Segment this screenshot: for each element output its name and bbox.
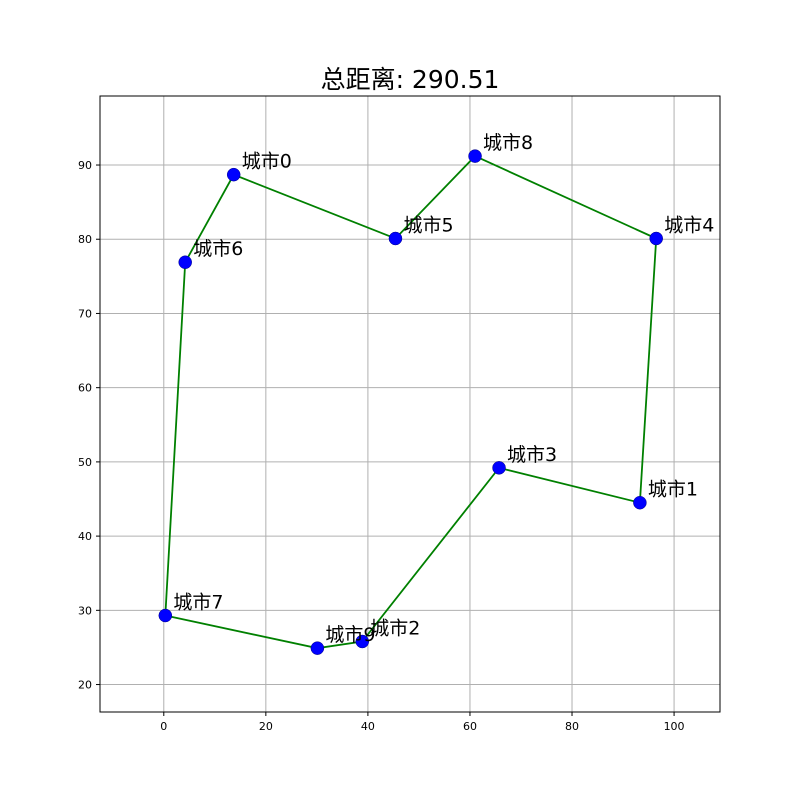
x-tick-label: 40 bbox=[361, 720, 375, 733]
city-point bbox=[492, 461, 506, 475]
grid bbox=[100, 96, 720, 712]
city-label: 城市5 bbox=[403, 214, 453, 236]
city-labels: 城市0 城市1 城市2 城市3 城市4 城市5 城市6 城市7 城市8 城市9 bbox=[173, 132, 714, 646]
y-tick-label: 20 bbox=[78, 679, 92, 692]
y-tick-label: 30 bbox=[78, 604, 92, 617]
y-tick-label: 80 bbox=[78, 233, 92, 246]
y-tick-label: 90 bbox=[78, 159, 92, 172]
city-label: 城市0 bbox=[242, 151, 292, 173]
city-label: 城市3 bbox=[507, 444, 557, 466]
x-tick-label: 100 bbox=[664, 720, 685, 733]
city-point bbox=[226, 167, 241, 182]
x-tick-label: 80 bbox=[565, 720, 579, 733]
x-tick-label: 20 bbox=[259, 720, 273, 733]
city-label: 城市8 bbox=[483, 132, 533, 154]
city-point bbox=[649, 231, 663, 246]
city-point bbox=[468, 149, 482, 163]
city-label: 城市6 bbox=[193, 238, 243, 260]
city-point bbox=[388, 231, 403, 246]
city-point bbox=[355, 634, 370, 649]
city-label: 城市2 bbox=[370, 617, 420, 639]
axis-ticks: 0 20 40 60 80 100 20 30 40 50 60 70 80 90 bbox=[78, 159, 685, 733]
y-tick-label: 70 bbox=[78, 307, 92, 320]
city-label: 城市1 bbox=[648, 479, 698, 501]
x-tick-label: 60 bbox=[463, 720, 477, 733]
y-tick-label: 50 bbox=[78, 456, 92, 469]
city-points bbox=[158, 149, 663, 655]
y-tick-label: 40 bbox=[78, 530, 92, 543]
city-label: 城市4 bbox=[664, 214, 714, 236]
city-label: 城市7 bbox=[173, 592, 223, 614]
plot-frame bbox=[99, 95, 721, 713]
y-tick-label: 60 bbox=[78, 382, 92, 395]
chart-title: 总距离: 290.51 bbox=[321, 65, 500, 94]
city-point bbox=[310, 641, 325, 655]
city-point bbox=[633, 495, 647, 510]
city-point bbox=[178, 255, 192, 269]
x-tick-label: 0 bbox=[160, 720, 167, 733]
city-label: 城市9 bbox=[325, 624, 375, 646]
city-point bbox=[158, 608, 173, 623]
